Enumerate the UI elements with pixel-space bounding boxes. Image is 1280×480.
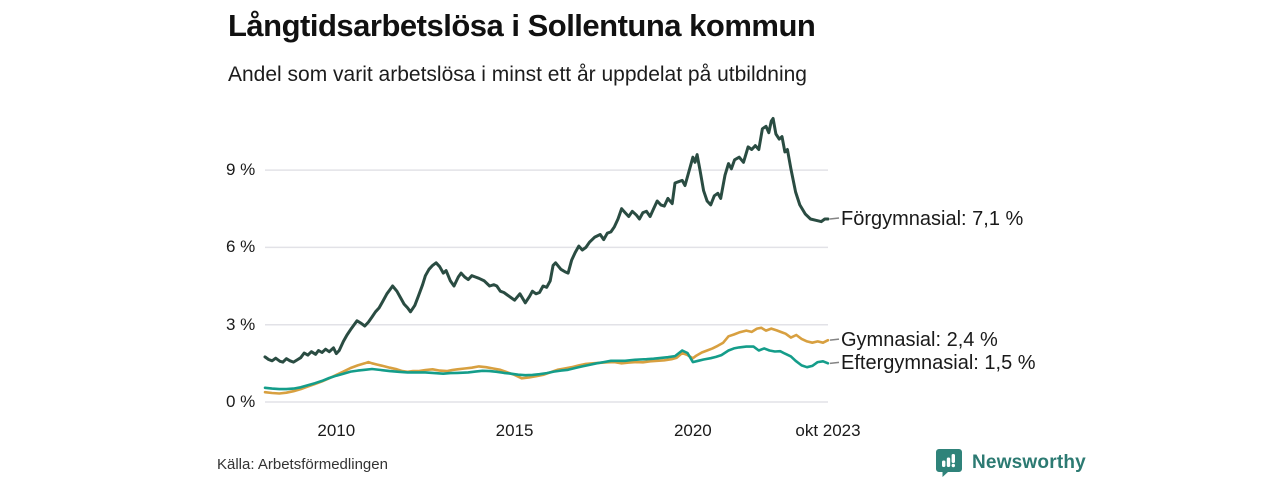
- label-leader-dash: [829, 217, 840, 220]
- page-title: Långtidsarbetslösa i Sollentuna kommun: [228, 8, 816, 43]
- x-axis-tick-2: 2020: [673, 421, 712, 440]
- source-note: Källa: Arbetsförmedlingen: [217, 456, 388, 473]
- x-axis-tick-3: okt 2023: [795, 421, 861, 440]
- y-axis-tick-2: 6 %: [226, 237, 256, 257]
- label-leader-dash: [829, 361, 840, 365]
- series-label-eftergymnasial: Eftergymnasial: 1,5 %: [841, 351, 1036, 374]
- brand-name: Newsworthy: [972, 452, 1086, 473]
- brand-lockup: Newsworthy: [936, 448, 1086, 478]
- chart-subtitle: Andel som varit arbetslösa i minst ett å…: [228, 63, 807, 86]
- series-label-förgymnasial: Förgymnasial: 7,1 %: [841, 207, 1024, 230]
- x-axis-tick-1: 2015: [495, 421, 534, 440]
- series-line-eftergymnasial: [263, 345, 830, 391]
- y-axis-tick-1: 3 %: [226, 314, 256, 334]
- label-leader-dash: [829, 338, 840, 341]
- x-axis-tick-0: 2010: [317, 421, 356, 440]
- series-label-gymnasial: Gymnasial: 2,4 %: [841, 328, 998, 351]
- y-axis-tick-3: 9 %: [226, 160, 256, 180]
- y-axis-tick-0: 0 %: [226, 392, 256, 411]
- newsworthy-logo-icon: [936, 449, 962, 477]
- series-line-gymnasial: [263, 326, 830, 395]
- series-line-förgymnasial: [263, 117, 830, 364]
